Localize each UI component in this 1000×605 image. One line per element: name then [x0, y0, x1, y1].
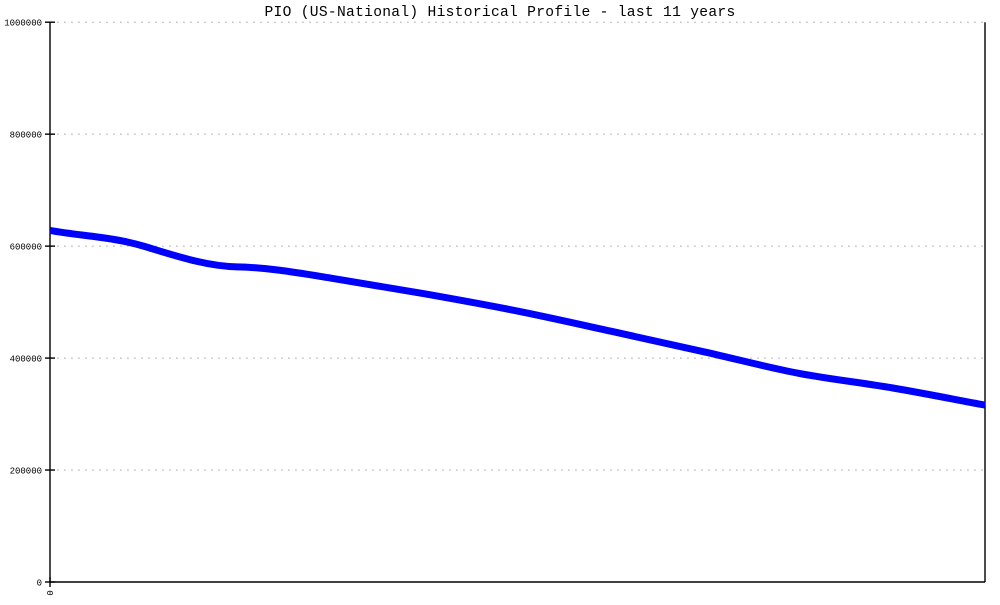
svg-text:0: 0 [37, 579, 42, 589]
svg-text:800000: 800000 [10, 131, 42, 141]
svg-text:0: 0 [44, 590, 54, 595]
svg-text:400000: 400000 [10, 355, 42, 365]
svg-text:600000: 600000 [10, 243, 42, 253]
svg-text:200000: 200000 [10, 467, 42, 477]
